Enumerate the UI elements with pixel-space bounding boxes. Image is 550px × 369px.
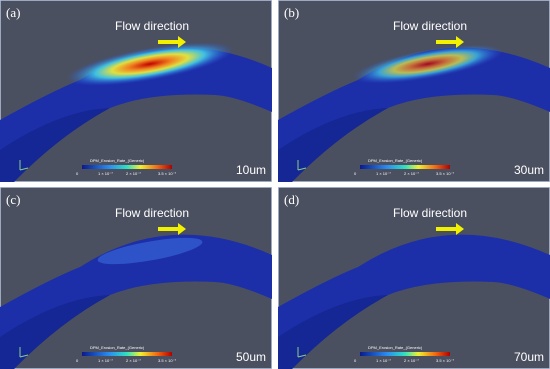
colorbar-tick: 0 [76, 358, 79, 363]
pipe-shade [0, 295, 110, 369]
colorbar [82, 352, 172, 356]
colorbar-title: DPM_Erosion_Rate_(Generic) [368, 158, 423, 163]
colorbar [82, 165, 172, 169]
annotation: Flow direction [115, 206, 189, 220]
panel-label: (a) [6, 5, 20, 20]
colorbar-tick: 1 × 10⁻⁷ [376, 358, 391, 363]
colorbar [360, 352, 450, 356]
panel-label: (b) [284, 5, 299, 20]
arrow [158, 36, 186, 48]
arrow [436, 223, 464, 235]
erosion-patch [66, 42, 234, 86]
pipe [278, 234, 550, 369]
colorbar-tick: 0 [76, 171, 79, 176]
colorbar [360, 165, 450, 169]
pipe [278, 47, 550, 182]
pipe-shade [0, 108, 110, 182]
size-label: 70um [514, 350, 544, 364]
colorbar-title: DPM_Erosion_Rate_(Generic) [368, 345, 423, 350]
panel: (a) Flow direction 10um DPM_Erosion_Rate_(G… [0, 0, 272, 182]
axes-icon [297, 347, 307, 358]
size-label: 10um [236, 163, 266, 177]
colorbar-title: DPM_Erosion_Rate_(Generic) [90, 158, 145, 163]
colorbar-tick: 2 × 10⁻⁷ [404, 358, 419, 363]
colorbar-tick: 2 × 10⁻⁷ [404, 171, 419, 176]
pipe [0, 234, 272, 369]
axes-icon [297, 160, 307, 171]
panel-label: (c) [6, 192, 20, 207]
pipe-shade [278, 108, 388, 182]
axes-icon [19, 160, 29, 171]
panel: (b) Flow direction 30um DPM_Erosion_Rate_(G… [278, 0, 550, 182]
axes-icon [19, 347, 29, 358]
colorbar-tick: 3.5 × 10⁻⁷ [436, 358, 455, 363]
colorbar-tick: 3.5 × 10⁻⁷ [158, 358, 177, 363]
colorbar-tick: 1 × 10⁻⁷ [98, 358, 113, 363]
colorbar-tick: 0 [354, 358, 357, 363]
pipe [0, 47, 272, 182]
colorbar-title: DPM_Erosion_Rate_(Generic) [90, 345, 145, 350]
arrow [158, 223, 186, 235]
size-label: 30um [514, 163, 544, 177]
colorbar-tick: 0 [354, 171, 357, 176]
annotation: Flow direction [393, 19, 467, 33]
colorbar-tick: 2 × 10⁻⁷ [126, 171, 141, 176]
annotation: Flow direction [393, 206, 467, 220]
panel-label: (d) [284, 192, 299, 207]
colorbar-tick: 3.5 × 10⁻⁷ [158, 171, 177, 176]
colorbar-tick: 3.5 × 10⁻⁷ [436, 171, 455, 176]
panel: (c) Flow direction 50um DPM_Erosion_Rate_(G… [0, 187, 272, 369]
colorbar-tick: 2 × 10⁻⁷ [126, 358, 141, 363]
colorbar-tick: 1 × 10⁻⁷ [98, 171, 113, 176]
panel: (d) Flow direction 70um DPM_Erosion_Rate_(G… [278, 187, 550, 369]
arrow [436, 36, 464, 48]
annotation: Flow direction [115, 19, 189, 33]
size-label: 50um [236, 350, 266, 364]
erosion-patch [97, 237, 203, 265]
erosion-patch [352, 44, 504, 84]
pipe-shade [278, 295, 388, 369]
colorbar-tick: 1 × 10⁻⁷ [376, 171, 391, 176]
